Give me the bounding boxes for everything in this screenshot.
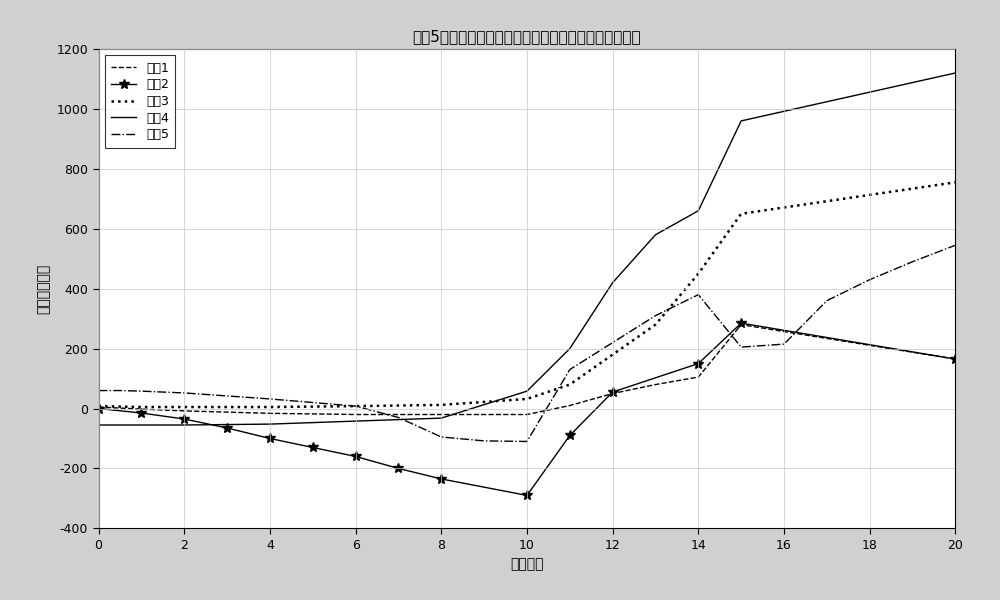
像元2 <box>350 453 362 460</box>
像元3 <box>607 351 619 358</box>
像元1 <box>264 410 276 417</box>
像元1 <box>307 410 319 418</box>
像元5 <box>778 341 790 348</box>
Legend: 像元1, 像元2, 像元3, 像元4, 像元5: 像元1, 像元2, 像元3, 像元4, 像元5 <box>105 55 175 148</box>
像元4 <box>735 118 747 125</box>
像元3 <box>435 401 447 409</box>
像元5 <box>178 389 190 397</box>
像元1 <box>221 409 233 416</box>
Line: 像元5: 像元5 <box>99 245 955 442</box>
像元4 <box>521 388 533 395</box>
像元3 <box>949 179 961 186</box>
像元5 <box>221 392 233 400</box>
像元2 <box>392 465 404 472</box>
像元3 <box>735 210 747 217</box>
像元2 <box>735 320 747 327</box>
像元1 <box>564 402 576 409</box>
像元3 <box>521 395 533 403</box>
像元1 <box>93 403 105 410</box>
像元5 <box>564 366 576 373</box>
像元3 <box>135 403 147 410</box>
像元5 <box>521 438 533 445</box>
像元5 <box>864 276 876 283</box>
Line: 像元4: 像元4 <box>99 73 955 425</box>
像元2 <box>221 424 233 431</box>
像元4 <box>178 421 190 428</box>
像元4 <box>93 421 105 428</box>
像元2 <box>307 444 319 451</box>
像元5 <box>264 395 276 403</box>
像元5 <box>93 387 105 394</box>
像元4 <box>607 279 619 286</box>
像元1 <box>392 411 404 418</box>
像元4 <box>350 418 362 425</box>
Line: 像元1: 像元1 <box>99 325 955 415</box>
像元5 <box>821 297 833 304</box>
像元2 <box>135 409 147 416</box>
像元4 <box>564 345 576 352</box>
像元1 <box>435 411 447 418</box>
像元4 <box>649 231 661 238</box>
像元2 <box>435 475 447 482</box>
像元1 <box>178 407 190 415</box>
像元5 <box>114 387 126 394</box>
Line: 像元2: 像元2 <box>94 318 960 500</box>
像元1 <box>607 390 619 397</box>
像元3 <box>178 403 190 410</box>
像元1 <box>521 411 533 418</box>
像元3 <box>264 403 276 410</box>
像元5 <box>392 414 404 421</box>
像元2 <box>178 415 190 422</box>
像元2 <box>607 388 619 395</box>
像元3 <box>692 270 704 277</box>
像元2 <box>264 435 276 442</box>
像元2 <box>521 492 533 499</box>
像元5 <box>907 258 919 265</box>
像元4 <box>264 421 276 428</box>
像元1 <box>135 406 147 413</box>
像元5 <box>692 291 704 298</box>
像元5 <box>478 437 490 445</box>
像元5 <box>435 433 447 440</box>
像元5 <box>307 399 319 406</box>
像元1 <box>735 321 747 328</box>
像元2 <box>949 355 961 362</box>
像元3 <box>93 403 105 410</box>
像元2 <box>93 405 105 412</box>
Y-axis label: 偏置定标系数: 偏置定标系数 <box>37 263 51 314</box>
像元4 <box>692 207 704 214</box>
像元5 <box>649 312 661 319</box>
像元2 <box>564 432 576 439</box>
像元4 <box>135 421 147 428</box>
像元1 <box>350 411 362 418</box>
Line: 像元3: 像元3 <box>99 182 955 407</box>
像元1 <box>649 381 661 388</box>
像元2 <box>692 360 704 367</box>
像元5 <box>735 344 747 351</box>
像元4 <box>435 415 447 422</box>
像元5 <box>607 339 619 346</box>
像元5 <box>949 242 961 249</box>
像元5 <box>350 403 362 410</box>
像元4 <box>949 70 961 77</box>
像元3 <box>649 321 661 328</box>
像元1 <box>692 373 704 380</box>
像元1 <box>949 355 961 362</box>
像元5 <box>135 388 147 395</box>
X-axis label: 积分时间: 积分时间 <box>510 557 544 571</box>
像元3 <box>564 381 576 388</box>
Title: 选取5个不同像元点在不同积分时间下偏置定标系数曲线: 选取5个不同像元点在不同积分时间下偏置定标系数曲线 <box>413 29 641 44</box>
像元3 <box>350 403 362 410</box>
